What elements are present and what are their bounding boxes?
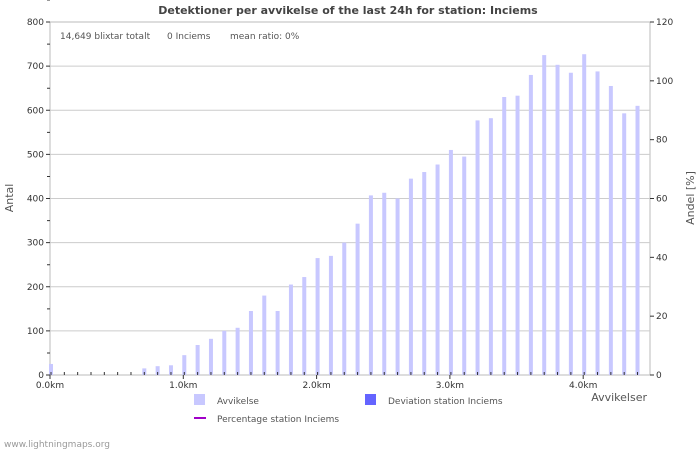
bar-avvikelse	[582, 54, 587, 376]
bar-avvikelse	[488, 118, 493, 375]
bar-avvikelse	[475, 120, 480, 376]
bar-avvikelse	[195, 344, 200, 375]
legend: Avvikelse Deviation station Inciems Perc…	[194, 394, 503, 425]
y2-tick-label: 0	[656, 371, 662, 381]
y-tick-label: 600	[27, 106, 44, 116]
bar-avvikelse	[515, 95, 520, 375]
info-ratio: mean ratio: 0%	[230, 32, 300, 42]
y2-tick-label: 120	[656, 18, 673, 28]
bar-avvikelse	[262, 295, 267, 375]
bar-avvikelse	[288, 284, 293, 375]
y2-tick-label: 80	[656, 136, 668, 146]
y2-tick-label: 100	[656, 77, 673, 87]
bar-avvikelse	[502, 97, 507, 375]
bar-avvikelse	[302, 277, 307, 375]
y-tick-label: 0	[38, 371, 44, 381]
bar-avvikelse	[208, 338, 213, 375]
bar-avvikelse	[528, 74, 533, 375]
legend-swatch-deviation	[365, 394, 376, 405]
legend-label-avvikelse: Avvikelse	[217, 397, 259, 407]
bar-avvikelse	[275, 311, 280, 375]
y-tick-label: 400	[27, 195, 44, 205]
y-tick-label: 800	[27, 18, 44, 28]
bar-avvikelse	[342, 242, 347, 375]
bar-avvikelse	[315, 258, 320, 375]
bar-avvikelse	[542, 55, 547, 375]
bar-avvikelse	[422, 172, 427, 375]
bar-avvikelse	[49, 363, 53, 375]
bar-avvikelse	[435, 164, 440, 375]
legend-swatch-avvikelse	[194, 394, 205, 405]
bar-avvikelse	[608, 85, 613, 375]
x-tick-label: 0.0km	[36, 381, 64, 391]
y-tick-label: 300	[27, 239, 44, 249]
bar-avvikelse	[328, 255, 333, 375]
footer-link[interactable]: www.lightningmaps.org	[4, 440, 110, 450]
y2-tick-label: 40	[656, 253, 668, 263]
x-tick-label: 2.0km	[302, 381, 330, 391]
x-axis-label: Avvikelser	[591, 391, 647, 404]
y2-tick-label: 20	[656, 312, 668, 322]
bar-avvikelse	[568, 72, 573, 376]
bar-avvikelse	[168, 365, 173, 375]
x-tick-label: 4.0km	[569, 381, 597, 391]
bar-avvikelse	[235, 327, 240, 375]
bar-avvikelse	[142, 368, 147, 375]
bar-avvikelse	[635, 105, 640, 376]
bar-avvikelse	[248, 311, 253, 375]
bar-avvikelse	[408, 178, 413, 375]
legend-label-deviation: Deviation station Inciems	[388, 397, 503, 407]
bar-avvikelse	[182, 355, 187, 375]
legend-label-percentage: Percentage station Inciems	[217, 415, 339, 425]
y-tick-label: 200	[27, 283, 44, 293]
y2-tick-label: 60	[656, 195, 668, 205]
bar-avvikelse	[555, 64, 560, 376]
x-tick-label: 3.0km	[436, 381, 464, 391]
x-tick-label: 1.0km	[169, 381, 197, 391]
y-tick-label: 700	[27, 62, 44, 72]
bar-avvikelse	[448, 149, 453, 375]
info-station: 0 Inciems	[167, 32, 211, 42]
bar-avvikelse	[368, 195, 373, 375]
y-axis-label: Antal	[3, 184, 16, 213]
chart-title: Detektioner per avvikelse of the last 24…	[158, 4, 538, 17]
bar-avvikelse	[395, 198, 400, 375]
bar-avvikelse	[595, 71, 600, 376]
bar-avvikelse	[222, 330, 227, 375]
info-total: 14,649 blixtar totalt	[60, 32, 151, 42]
bar-avvikelse	[382, 192, 387, 375]
bar-avvikelse	[355, 223, 360, 375]
y-tick-label: 500	[27, 150, 44, 160]
bar-avvikelse	[155, 366, 160, 375]
y-tick-label: 100	[27, 327, 44, 337]
bar-avvikelse	[622, 113, 627, 376]
y2-axis-label: Andel [%]	[684, 171, 697, 225]
bar-avvikelse	[462, 156, 467, 375]
